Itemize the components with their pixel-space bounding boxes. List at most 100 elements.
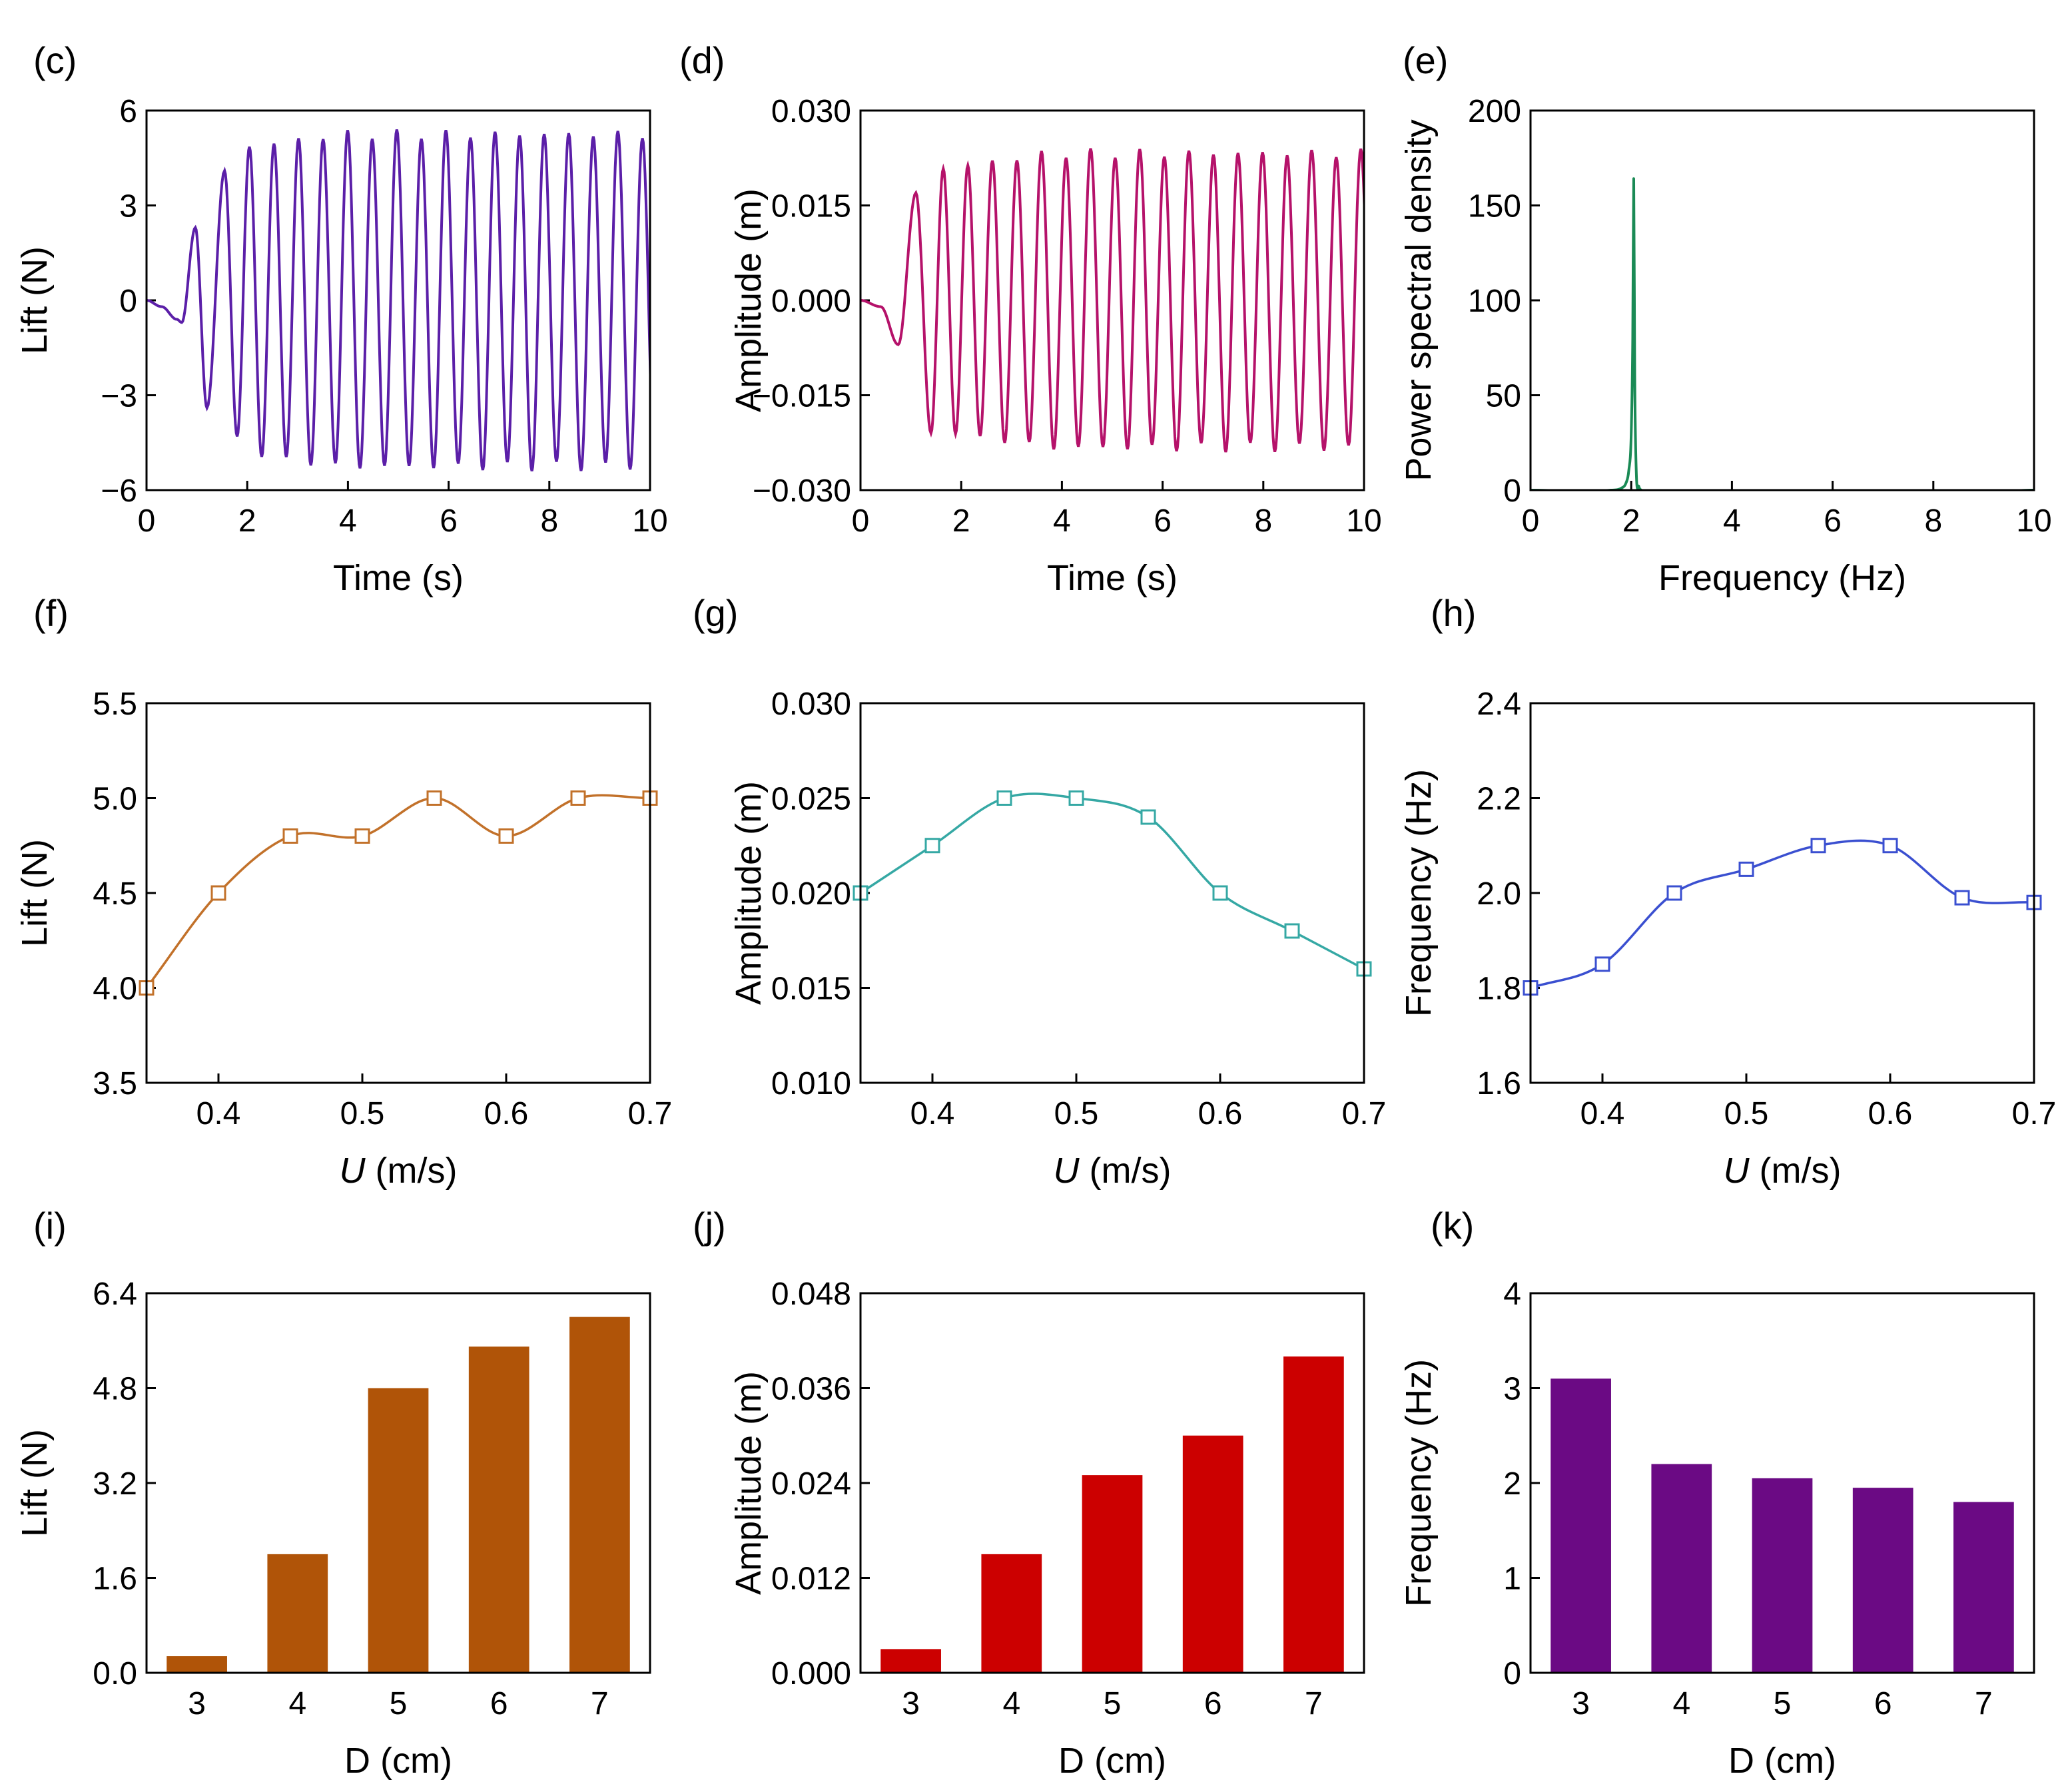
x-tick-label: 4 xyxy=(1723,503,1741,539)
y-axis-label: Amplitude (m) xyxy=(729,781,769,1005)
y-tick-label: 0.000 xyxy=(771,1656,851,1691)
x-axis-label: D (cm) xyxy=(344,1741,452,1781)
data-point-0.4 xyxy=(210,885,226,901)
axes-frame xyxy=(145,702,651,1084)
series-line xyxy=(1531,839,2034,990)
bar-4 xyxy=(981,1554,1042,1673)
x-tick-label: 0.5 xyxy=(340,1096,385,1131)
x-tick-label: 3 xyxy=(188,1686,206,1721)
x-tick-label: 8 xyxy=(540,503,558,539)
series-line xyxy=(861,792,1364,970)
x-axis-label-symbol: U xyxy=(1054,1151,1080,1191)
plot-area xyxy=(147,129,650,471)
bar-6 xyxy=(1182,1435,1243,1673)
bar-7 xyxy=(1283,1356,1344,1673)
x-tick-label: 0.5 xyxy=(1724,1096,1769,1131)
panel-g: (g) 0.030 0.025 0.020 0.015 0.010 0.4 0.5 0.6 0.7… xyxy=(693,592,1386,1191)
y-tick-label: 150 xyxy=(1468,189,1521,224)
panel-j: (j) 0.048 0.036 0.024 0.012 0.000 3 4 5 6 7 D (cm) A… xyxy=(693,1205,1365,1781)
y-tick-label: −6 xyxy=(101,473,137,509)
y-tick-label: 3 xyxy=(1503,1372,1521,1407)
panel-label-e: (e) xyxy=(1403,39,1448,81)
bar-5 xyxy=(1082,1475,1143,1673)
axes-frame xyxy=(859,109,1365,491)
bar-7 xyxy=(569,1317,630,1673)
x-tick-label: 2 xyxy=(238,503,256,539)
x-tick-label: 0.7 xyxy=(1342,1096,1387,1131)
x-axis-label: Time (s) xyxy=(1047,558,1178,598)
data-point-0.45 xyxy=(282,828,298,844)
x-tick-label: 7 xyxy=(591,1686,609,1721)
data-point-0.55 xyxy=(426,790,442,806)
y-axis-label: Lift (N) xyxy=(15,246,55,354)
axes-frame xyxy=(859,1292,1365,1674)
x-tick-label: 0.4 xyxy=(196,1096,241,1131)
x-axis-label: Frequency (Hz) xyxy=(1658,558,1906,598)
x-tick-label: 6 xyxy=(440,503,458,539)
x-tick-label: 6 xyxy=(1824,503,1842,539)
x-tick-label: 10 xyxy=(1346,503,1381,539)
x-tick-label: 2 xyxy=(952,503,970,539)
data-point-0.6 xyxy=(1882,838,1898,854)
y-tick-label: −0.030 xyxy=(753,473,851,509)
x-tick-label: 0.6 xyxy=(484,1096,529,1131)
plot-area xyxy=(1551,1378,2014,1673)
x-tick-label: 6 xyxy=(490,1686,508,1721)
bar-5 xyxy=(1752,1478,1813,1673)
panel-label-c: (c) xyxy=(33,39,77,81)
y-tick-label: 0.015 xyxy=(771,972,851,1007)
x-tick-label: 0.5 xyxy=(1054,1096,1099,1131)
bar-3 xyxy=(167,1656,227,1673)
y-tick-label: 2.0 xyxy=(1477,876,1521,912)
data-point-0.5 xyxy=(1738,861,1754,877)
bar-3 xyxy=(880,1649,941,1673)
x-tick-label: 0 xyxy=(138,503,156,539)
data-point-0.45 xyxy=(996,790,1012,806)
plot-area xyxy=(1531,177,2034,490)
y-tick-label: 3 xyxy=(119,189,137,224)
x-tick-label: 2 xyxy=(1622,503,1640,539)
data-point-0.5 xyxy=(1068,790,1084,806)
axes-frame xyxy=(145,1292,651,1674)
x-tick-label: 4 xyxy=(339,503,357,539)
x-tick-label: 0.7 xyxy=(2012,1096,2057,1131)
x-tick-label: 5 xyxy=(1774,1686,1792,1721)
x-tick-label: 6 xyxy=(1204,1686,1222,1721)
y-tick-label: 4 xyxy=(1503,1277,1521,1312)
y-tick-label: 0 xyxy=(119,284,137,319)
data-point-0.5 xyxy=(354,828,370,844)
panel-i: (i) 6.4 4.8 3.2 1.6 0.0 3 4 5 6 7 D (cm) Lift (N) xyxy=(15,1205,651,1781)
y-tick-label: −0.015 xyxy=(753,379,851,414)
y-tick-label: 0.000 xyxy=(771,284,851,319)
data-point-0.4 xyxy=(1594,956,1610,972)
y-tick-label: 1.6 xyxy=(1477,1066,1521,1101)
y-tick-label: 5.5 xyxy=(93,687,137,722)
axes-frame xyxy=(145,109,651,491)
y-tick-label: 0.030 xyxy=(771,687,851,722)
x-tick-label: 6 xyxy=(1874,1686,1892,1721)
y-tick-label: 0 xyxy=(1503,473,1521,509)
y-tick-label: 0.012 xyxy=(771,1562,851,1597)
panel-k: (k) 4 3 2 1 0 3 4 5 6 7 D (cm) Frequency (Hz) xyxy=(1399,1205,2035,1781)
bar-3 xyxy=(1551,1378,1611,1673)
y-tick-label: 3.2 xyxy=(93,1466,137,1502)
bar-7 xyxy=(1953,1502,2014,1673)
y-axis-label: Amplitude (m) xyxy=(729,1371,769,1595)
series-line xyxy=(147,129,650,471)
y-tick-label: 6.4 xyxy=(93,1277,137,1312)
x-axis-label-unit: (m/s) xyxy=(1750,1151,1842,1191)
y-tick-label: 0.015 xyxy=(771,189,851,224)
x-tick-label: 10 xyxy=(632,503,667,539)
panel-label-d: (d) xyxy=(679,39,725,81)
x-tick-label: 10 xyxy=(2016,503,2051,539)
bar-6 xyxy=(468,1346,529,1673)
axes-frame xyxy=(859,702,1365,1084)
bar-4 xyxy=(267,1554,328,1673)
y-tick-label: 0.048 xyxy=(771,1277,851,1312)
data-point-0.6 xyxy=(1212,885,1228,901)
series-line xyxy=(861,148,1364,453)
y-tick-label: 4.0 xyxy=(93,972,137,1007)
data-point-0.55 xyxy=(1140,809,1156,825)
